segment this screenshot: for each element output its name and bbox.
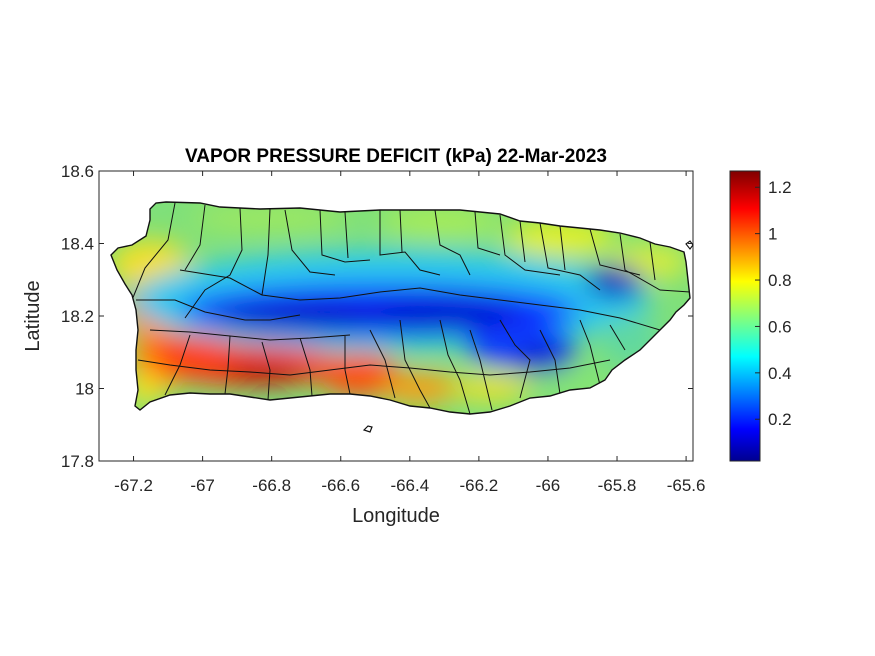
x-axis-label: Longitude	[352, 505, 440, 527]
y-axis: 17.8 18 18.2 18.4 18.6	[61, 162, 693, 471]
y-tick-label: 18.2	[61, 307, 94, 326]
y-tick-label: 18.4	[61, 235, 94, 254]
x-tick-label: -65.6	[667, 476, 706, 495]
colorbar-tick-label: 1	[768, 225, 777, 244]
chart-title: VAPOR PRESSURE DEFICIT (kPa) 22-Mar-2023	[185, 146, 607, 167]
x-tick-label: -66	[536, 476, 561, 495]
colorbar	[729, 170, 761, 462]
y-tick-label: 18.6	[61, 162, 94, 181]
colorbar-tick-label: 0.8	[768, 271, 792, 290]
x-tick-label: -66.4	[390, 476, 429, 495]
x-tick-label: -66.6	[321, 476, 360, 495]
y-tick-label: 17.8	[61, 452, 94, 471]
colorbar-tick-label: 0.4	[768, 364, 792, 383]
culebra-islets	[685, 240, 694, 250]
y-axis-label: Latitude	[22, 280, 44, 351]
colorbar-tick-label: 0.6	[768, 317, 792, 336]
x-axis: -67.2 -67 -66.8 -66.6 -66.4 -66.2 -66 -65.8 -65.…	[114, 171, 705, 495]
y-tick-label: 18	[75, 380, 94, 399]
x-tick-label: -67	[190, 476, 215, 495]
municipal-boundaries	[131, 202, 690, 414]
x-tick-label: -65.8	[598, 476, 637, 495]
x-tick-label: -66.8	[252, 476, 291, 495]
colorbar-tick-label: 0.2	[768, 410, 792, 429]
caja-de-muertos	[362, 425, 373, 433]
colorbar-tick-label: 1.2	[768, 178, 792, 197]
colorbar-ticks: 0.2 0.4 0.6 0.8 1 1.2	[755, 178, 792, 429]
x-tick-label: -67.2	[114, 476, 153, 495]
x-tick-label: -66.2	[460, 476, 499, 495]
